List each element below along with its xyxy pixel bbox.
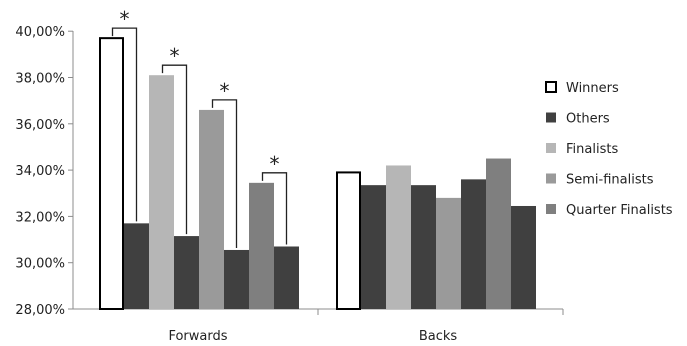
y-tick-label: 30,00% [15,257,65,272]
x-category-label: Backs [419,329,458,344]
significance-bracket [111,27,138,222]
legend-swatch [546,143,556,153]
bar-backs-others [411,185,436,309]
bar-backs-others [361,185,386,309]
bar-forwards-others [224,249,249,309]
significance-brackets: * * * * [111,7,288,248]
bar-backs-others [511,205,536,309]
significance-star: * [270,152,280,176]
legend-label: Others [566,112,610,127]
bar-forwards-winners [99,37,124,311]
bar-backs-others [461,179,486,309]
legend: Winners Others Finalists Semi-finalists Quar… [545,81,673,218]
y-tick-label: 32,00% [15,210,65,225]
y-tick-labels: 28,00% 30,00% 32,00% 34,00% 36,00% 38,00% 40,0… [15,25,65,318]
significance-star: * [120,7,130,31]
y-tick-label: 28,00% [15,303,65,318]
category-labels: Forwards Backs [168,329,457,344]
legend-label: Semi-finalists [566,173,654,188]
significance-star: * [170,44,180,68]
legend-swatch [546,173,556,184]
bars [99,37,536,311]
legend-swatch [545,81,557,93]
bar-forwards-finalists [149,75,174,309]
bar-forwards-others [274,246,299,309]
bar-backs-quarter-finalists [486,158,511,309]
x-category-label: Forwards [168,329,227,344]
y-tick-label: 40,00% [15,25,65,40]
bar-backs-semi-finalists [436,197,461,309]
significance-star: * [220,79,230,103]
legend-swatch [546,112,556,123]
significance-bracket [261,172,288,245]
bar-forwards-quarter-finalists [249,182,274,309]
legend-label: Quarter Finalists [566,203,673,218]
significance-bracket [161,64,188,235]
legend-swatch [546,204,556,214]
bar-forwards-others [174,236,199,309]
significance-bracket [211,99,238,248]
y-tick-label: 36,00% [15,118,65,133]
bar-forwards-semi-finalists [199,109,224,309]
legend-label: Finalists [566,142,618,157]
bar-backs-finalists [386,165,411,309]
y-tick-label: 38,00% [15,72,65,87]
bar-forwards-others [124,223,149,309]
legend-label: Winners [566,81,619,96]
bar-backs-winners [336,171,361,310]
y-tick-label: 34,00% [15,164,65,179]
